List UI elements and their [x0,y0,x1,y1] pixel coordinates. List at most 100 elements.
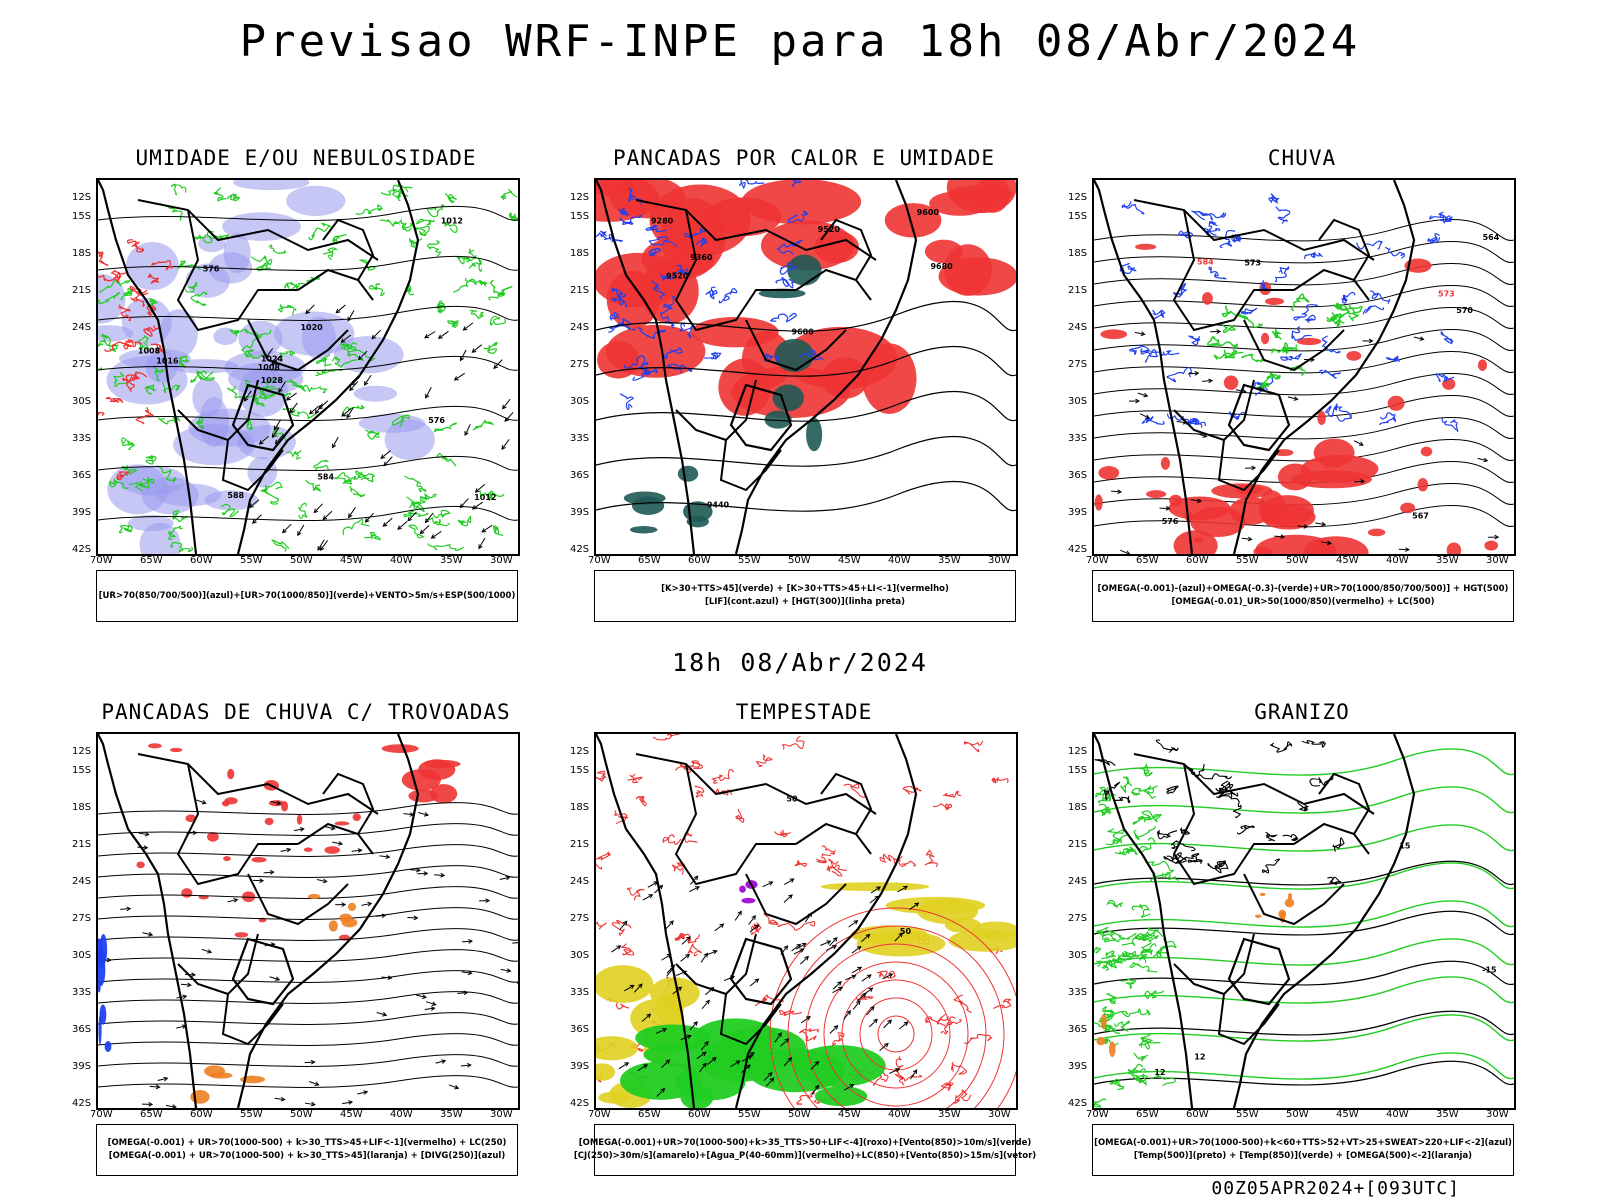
contour-fragment [776,239,803,255]
contour-fragment [1266,372,1282,380]
field-patch [1484,540,1499,551]
contour-fragment [260,481,283,493]
contour-fragment [796,1087,815,1105]
contour-label: 9680 [930,262,953,271]
wind-vector [700,953,708,963]
legend-line: [Temp(500)](preto) + [Temp(850)](verde) … [1133,1151,1473,1161]
contour-fragment [941,1082,954,1092]
contour-fragment [672,862,685,875]
isoline [1094,395,1514,418]
wind-vector-head [454,1084,460,1090]
wind-vector [763,1072,773,1081]
isoline [1094,1014,1514,1042]
wind-vector [425,1001,436,1006]
contour-label: 570 [1456,306,1473,315]
contour-fragment [282,407,317,419]
wind-vector [883,1019,892,1029]
wind-vector [475,484,486,493]
latitude-tick-label: 39S [72,507,92,518]
longitude-tick-label: 30W [1486,555,1509,566]
field-patch [641,258,699,324]
field-patch [758,288,806,299]
wind-vector-head [712,949,718,955]
longitude-tick-label: 65W [638,1109,661,1120]
wind-vector-head [501,445,506,451]
wind-vector-head [347,316,352,322]
contour-fragment [1240,307,1258,315]
contour-fragment [1094,946,1101,954]
contour-fragment [1429,213,1447,224]
wind-vector [309,405,320,415]
contour-fragment [893,1056,904,1080]
field-patch [301,316,337,360]
cyclone-isobar [769,907,1016,1108]
contour-fragment [98,292,121,305]
isoline [98,886,518,899]
contour-fragment [1138,1037,1161,1046]
contour-fragment [1304,314,1316,323]
isoline [98,1054,518,1067]
isoline [98,949,518,962]
contour-fragment [932,802,953,811]
longitude-tick-label: 45W [340,555,363,566]
contour-fragment [628,187,643,205]
contour-fragment [157,465,177,483]
wind-vector-head [424,518,430,524]
wind-vector [637,1064,648,1072]
legend-line: [CJ(250)>30m/s](amarelo)+[Agua_P(40-60mm… [573,1151,1037,1161]
wind-vector [271,355,281,366]
wind-vector-head [637,983,643,989]
wind-vector-head [1280,534,1286,539]
wind-vector-head [1202,433,1208,438]
contour-fragment [1114,795,1131,804]
longitude-tick-label: 60W [688,1109,711,1120]
latitude-tick-label: 18S [72,802,92,813]
wind-vector-head [784,1038,790,1043]
contour-fragment [1341,291,1356,304]
contour-fragment [596,921,607,930]
longitude-tick-label: 65W [140,555,163,566]
contour-fragment [963,740,984,753]
wind-vector-head [363,381,369,386]
field-patch [121,297,172,347]
field-patch [814,1086,868,1107]
contour-label: 1016 [156,357,179,366]
contour-fragment [355,204,384,215]
contour-fragment [444,219,458,234]
wind-vector-head [868,987,874,992]
longitude-tick-label: 35W [440,1109,463,1120]
contour-fragment [898,1074,923,1086]
field-patch [764,410,792,429]
contour-fragment [350,470,366,482]
contour-fragment [122,339,135,350]
contour-fragment [1157,829,1178,840]
wind-vector [316,879,327,883]
longitude-tick-label: 40W [888,555,911,566]
contour-fragment [226,193,241,202]
legend-line: [UR>70(850/700/500)](azul)+[UR>70(1000/8… [98,590,516,601]
contour-fragment [1333,302,1350,312]
contour-fragment [227,385,258,400]
latitude-tick-label: 42S [72,1098,92,1109]
latitude-tick-label: 42S [570,544,590,555]
country-border [1173,963,1225,995]
wind-vector [793,948,804,955]
wind-vector-head [703,952,709,958]
wind-vector-head [280,1096,286,1102]
wind-vector-head [431,1001,437,1006]
wind-vector-head [504,417,510,422]
contour-fragment [1138,837,1156,854]
field-patch [1096,1036,1106,1046]
isoline [98,205,518,222]
wind-vector [749,978,759,987]
wind-vector [383,517,393,527]
wind-vector-head [857,966,863,972]
contour-fragment [946,1016,962,1027]
wind-vector [383,456,393,466]
wind-vector-head [903,885,909,891]
latitude-tick-label: 12S [1068,192,1088,203]
contour-fragment [1103,781,1121,801]
wind-vector-head [201,799,207,805]
field-patch [772,384,804,412]
field-patch [181,888,193,898]
